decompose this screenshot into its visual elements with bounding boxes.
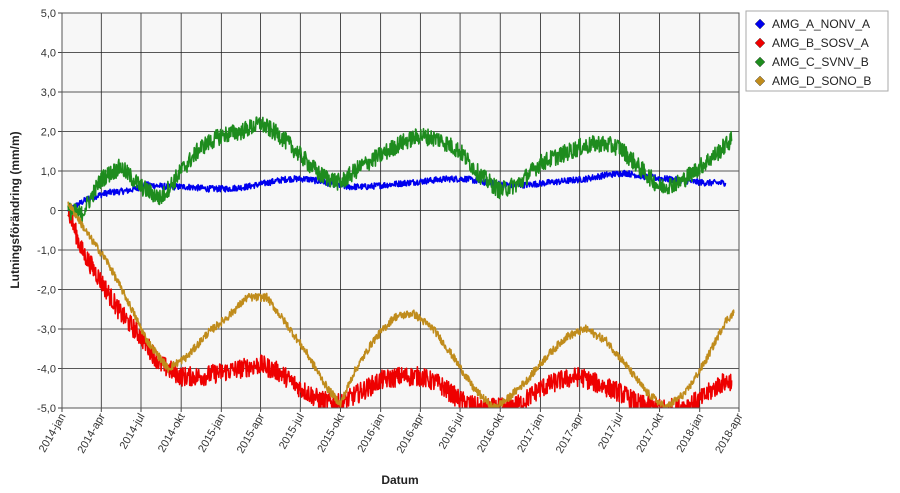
legend-marker <box>754 18 766 30</box>
y-tick-label: 4,0 <box>41 48 56 60</box>
x-tick-labels: 2014-jan 2014-apr 2014-jul 2014-okt 2015-jan… <box>37 411 746 455</box>
x-tick-label: 2016-okt <box>475 411 507 454</box>
x-tick-label: 2014-jul <box>118 412 148 452</box>
series-line-3 <box>67 201 735 408</box>
x-tick-label: 2016-jul <box>437 412 467 452</box>
y-tick-label: -1,0 <box>37 245 56 257</box>
x-tick-label: 2015-jul <box>277 412 307 452</box>
x-tick-label: 2015-apr <box>235 411 268 455</box>
y-tick-label: 0 <box>50 206 56 218</box>
y-tick-label: -5,0 <box>37 403 56 415</box>
x-tick-label: 2017-jan <box>515 412 547 455</box>
x-tick-label: 2018-apr <box>713 411 746 455</box>
legend-marker <box>754 37 766 49</box>
legend-marker <box>754 75 766 87</box>
series-line-1 <box>67 208 733 408</box>
legend-marker <box>754 56 766 68</box>
x-tick-label: 2016-apr <box>395 411 428 455</box>
x-tick-label: 2017-okt <box>634 412 666 455</box>
x-tick-label: 2014-okt <box>156 412 188 455</box>
y-tick-label: 1,0 <box>41 166 56 178</box>
x-tick-label: 2017-apr <box>554 411 587 455</box>
series-line-0 <box>67 169 727 213</box>
y-tick-label: -3,0 <box>37 324 56 336</box>
legend-label: AMG_D_SONO_B <box>772 74 871 88</box>
legend-label: AMG_A_NONV_A <box>772 17 870 31</box>
x-tick-label: 2015-okt <box>315 412 347 455</box>
series-line-2 <box>67 116 733 223</box>
plot-frame <box>61 12 740 409</box>
y-tick-label: 5,0 <box>41 8 56 20</box>
x-tick-label: 2014-apr <box>75 411 108 455</box>
x-tick-label: 2018-jan <box>675 412 707 455</box>
x-tick-label: 2015-jan <box>196 412 228 455</box>
y-axis-label: Lutningsförändring (mm/m) <box>8 131 22 288</box>
y-tick-label: 2,0 <box>41 127 56 139</box>
y-tick-label: -2,0 <box>37 285 56 297</box>
x-tick-label: 2016-jan <box>355 412 387 455</box>
y-tick-label: -4,0 <box>37 364 56 376</box>
legend-box <box>745 10 889 92</box>
x-tick-label: 2014-jan <box>37 412 69 455</box>
legend: AMG_A_NONV_A AMG_B_SOSV_A AMG_C_SVNV_B AMG_… <box>745 10 889 92</box>
y-tick-label: 3,0 <box>41 87 56 99</box>
x-axis-label: Datum <box>381 473 418 487</box>
series-lines <box>67 116 735 408</box>
y-tick-labels: 5,0 4,0 3,0 2,0 1,0 0 -1,0 -2,0 -3,0 -4,0 -5,0 <box>37 8 56 415</box>
legend-label: AMG_B_SOSV_A <box>772 36 869 50</box>
legend-label: AMG_C_SVNV_B <box>772 55 869 69</box>
x-tick-label: 2017-jul <box>596 412 626 452</box>
